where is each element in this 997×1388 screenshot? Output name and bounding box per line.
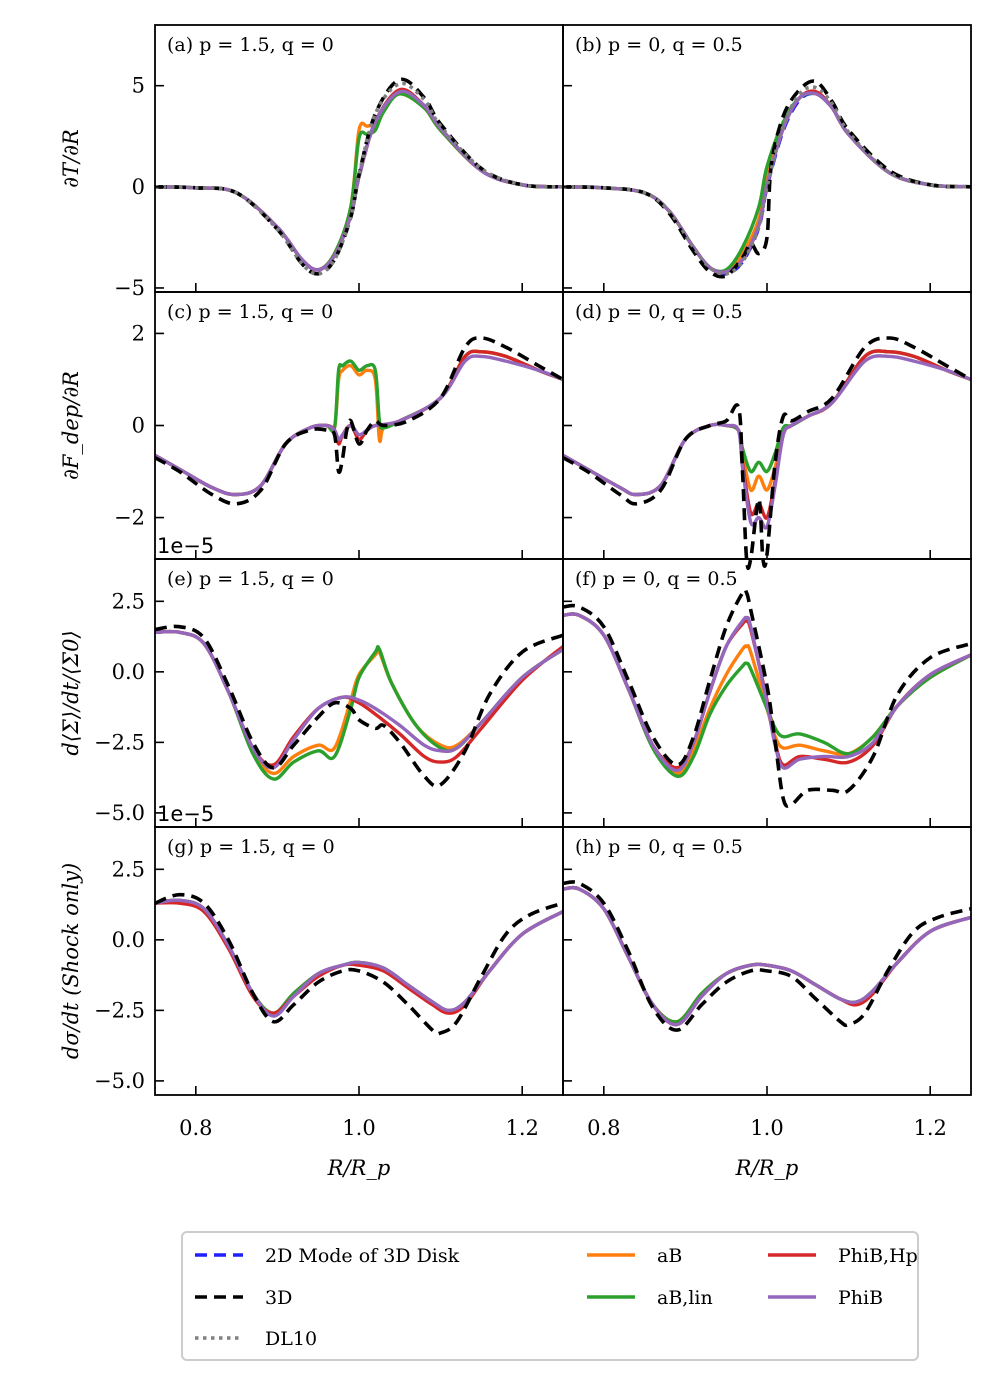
series-ab-lin-line-h [563,885,971,1024]
panel-e-curves [155,624,563,788]
y-tick-label: 2 [132,321,145,345]
series-phib-line-c [155,354,563,497]
panel-h-frame [562,826,972,1096]
legend-label-2d-mode-of-3d-disk: 2D Mode of 3D Disk [265,1245,460,1267]
panel-g-curves [155,892,563,1036]
x-tick-label: 1.2 [505,1116,538,1140]
series-ab-lin-line-c [155,349,563,497]
legend-label-dl10: DL10 [265,1328,317,1350]
y-tick-label: 2.5 [112,857,145,881]
panel-title-g: (g) p = 1.5, q = 0 [167,836,335,858]
legend-frame [181,1231,919,1361]
panel-c-frame [154,291,564,560]
panel-c-curves [155,336,563,506]
panel-a-frame [154,24,564,293]
series-3d-line-e [155,624,563,788]
y-tick-label: 5 [132,74,145,98]
series-3d-line-f [563,587,971,808]
y-tick-label: −2.5 [94,730,145,754]
y-tick-label: 2.5 [112,589,145,613]
panel-f-curves [563,587,971,808]
panel-e-frame [154,558,564,828]
curves-layer [155,77,971,1036]
legend-label-ab: aB [657,1245,682,1267]
series-3d-line-b [563,79,971,279]
y-axis-label: d⟨Σ⟩/dt/⟨Σ0⟩ [59,630,83,755]
y-tick-label: 0.0 [112,928,145,952]
series-phib-line-h [563,885,971,1027]
series-3d-line-h [563,880,971,1032]
x-axis-label: R/R_p [735,1156,799,1180]
series-phib-line-f [563,612,971,773]
series-phib-hp-line-d [563,349,971,520]
panel-title-e: (e) p = 1.5, q = 0 [167,568,334,590]
series-3d-line-c [155,336,563,506]
legend-label-phib: PhiB [838,1287,883,1309]
x-tick-label: 0.8 [587,1116,620,1140]
series-ab-lin-line-d [563,349,971,497]
panel-title-c: (c) p = 1.5, q = 0 [167,301,333,323]
series-3d-line-g [155,892,563,1036]
y-tick-label: 0 [132,414,145,438]
x-tick-label: 1.2 [913,1116,946,1140]
panel-title-f: (f) p = 0, q = 0.5 [575,568,738,590]
panel-title-a: (a) p = 1.5, q = 0 [167,34,334,56]
y-axis-label: ∂T/∂R [59,129,83,188]
legend-label-ab-lin: aB,lin [657,1287,713,1309]
legend-label-phib-hp: PhiB,Hp [838,1245,918,1267]
y-axis-label: ∂F_dep/∂R [59,371,83,480]
y-tick-label: −5.0 [94,1069,145,1093]
panel-title-h: (h) p = 0, q = 0.5 [575,836,743,858]
series-phib-line-d [563,354,971,530]
y-tick-label: −5 [114,276,145,300]
panel-title-b: (b) p = 0, q = 0.5 [575,34,743,56]
x-axis-label: R/R_p [327,1156,391,1180]
panel-d-curves [563,336,971,571]
series-phib-line-e [155,629,563,770]
panel-b-frame [562,24,972,293]
legend-label-3d: 3D [265,1287,292,1309]
y-tick-label: 0 [132,175,145,199]
y-tick-label: −2.5 [94,998,145,1022]
series-phib-hp-line-c [155,349,563,497]
y-offset-label: 1e−5 [157,534,214,558]
series-phib-hp-line-h [563,885,971,1027]
series-ab-line-h [563,885,971,1024]
legend: 2D Mode of 3D Disk 3D DL10 aB aB,lin PhiB,Hp P… [181,1231,919,1361]
x-tick-label: 1.0 [342,1116,375,1140]
y-tick-label: 0.0 [112,660,145,684]
y-tick-label: −2 [114,506,145,530]
y-offset-label: 1e−5 [157,802,214,826]
panel-b-curves [563,79,971,279]
series-3d-line-d [563,336,971,571]
series-phib-line-g [155,898,563,1018]
y-axis-label: dσ/dt (Shock only) [59,863,83,1059]
x-tick-label: 1.0 [750,1116,783,1140]
series-3d-line-a [155,77,563,276]
x-tick-label: 0.8 [179,1116,212,1140]
y-tick-label: −5.0 [94,801,145,825]
panel-title-d: (d) p = 0, q = 0.5 [575,301,743,323]
series-ab-line-c [155,349,563,497]
panel-h-curves [563,880,971,1032]
axes-layer: (a) p = 1.5, q = 0 −5 0 5 (b) p = 0, q = 0.5… [59,24,972,1180]
panel-a-curves [155,77,563,276]
